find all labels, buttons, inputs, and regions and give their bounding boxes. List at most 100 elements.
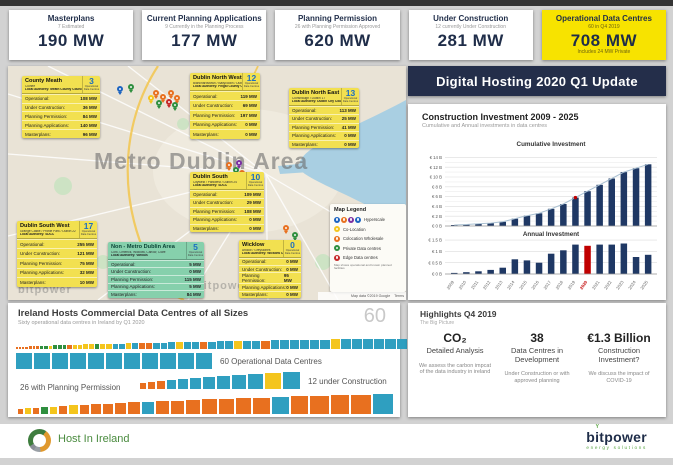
host-in-ireland-label: Host In Ireland [58, 433, 130, 445]
region-stat-value: 84 MW [82, 113, 97, 119]
datacentre-square [199, 341, 208, 349]
datacentre-square [261, 340, 270, 349]
region-badge-count: 12 [246, 73, 257, 83]
region-stat-value: 115 MW [184, 276, 201, 282]
region-locations: Arklow / Greystones [242, 248, 271, 252]
highlights-subtitle: The Big Picture [420, 320, 455, 326]
region-stat-value: 36 MW [82, 104, 97, 110]
region-stat-label: Planning Applications: [292, 133, 337, 139]
chart-subtitle: Cumulative and Annual investments in dat… [422, 123, 548, 129]
svg-text:€ 0 B: € 0 B [432, 224, 442, 229]
datacentre-square [265, 373, 281, 389]
region-stat-label: Planning Permission: [242, 273, 266, 284]
region-badge: 5 Operational Data Centres [186, 242, 204, 259]
bitpower-tagline: energy solutions [586, 445, 647, 450]
region-badge-caption: Operational Data Centres [243, 82, 260, 88]
bitpower-watermark: bitpower [18, 284, 72, 296]
stat-card-under-construction: Under Construction 12 currently Under Co… [408, 10, 533, 60]
datacentre-square [153, 342, 160, 349]
region-stat-label: Under Construction: [193, 103, 234, 109]
region-locations: Grange Castle / Profile Park / Dublin 22 [20, 229, 76, 233]
sizes-panel: Ireland Hosts Commercial Data Centres of… [8, 303, 480, 417]
region-locations: Cork, Limerick, Wicklow, Carlow, Clare [111, 250, 166, 254]
highlight-development: 38 Data Centres in Development Under Con… [496, 331, 578, 384]
map-pin [292, 232, 298, 238]
datacentre-square [160, 353, 176, 369]
datacentre-square [248, 374, 263, 389]
datacentre-square [53, 345, 57, 349]
region-stat-label: Planning Permission: [292, 124, 335, 130]
stat-value: 177 MW [171, 31, 238, 50]
datacentre-square [396, 338, 408, 349]
region-stat-label: Planning Applications: [111, 284, 156, 290]
legend-pin-icon [334, 245, 340, 251]
svg-text:2019: 2019 [567, 279, 577, 290]
map-pin [156, 100, 162, 106]
datacentre-square [178, 353, 194, 369]
svg-text:2018: 2018 [555, 279, 565, 290]
svg-text:€ 0.5 B: € 0.5 B [428, 260, 442, 265]
legend-pin-group [334, 226, 340, 232]
region-stat-label: Planning Applications: [193, 217, 238, 223]
region-badge: 3 Operational Data Centres [82, 76, 100, 93]
region-stat-label: Planning Permission: [20, 260, 63, 266]
region-header: Dublin South Citywest / Parkwest / Dublin… [190, 172, 264, 190]
svg-text:€ 0 B: € 0 B [432, 272, 442, 277]
datacentre-square [201, 399, 217, 414]
datacentre-square [57, 345, 62, 349]
map-legend-items: Hyperscale Co-Location Colocation Wholesal… [334, 216, 402, 261]
chart-title: Construction Investment 2009 - 2025 [422, 112, 579, 122]
region-stat-row: Planning Permission: 84 MW [22, 111, 100, 120]
region-stat-value: 84 MW [186, 292, 201, 298]
region-name: County Meath [25, 78, 62, 84]
region-header: Dublin North West Blanchardstown / Ballyc… [190, 73, 260, 91]
region-authority: Local Authority: Dublin City Council [292, 100, 341, 104]
region-stat-label: Masterplans: [111, 292, 137, 298]
region-badge-caption: Operational Data Centres [284, 249, 301, 255]
stat-card-operational: Operational Data Centres 60 in Q4 2019 7… [541, 10, 667, 60]
region-stat-value: 25 MW [341, 116, 356, 122]
region-badge-caption: Operational Data Centres [247, 181, 264, 187]
region-stat-value: 0 MW [245, 122, 257, 128]
map-area-label: Metro Dublin Area [94, 148, 309, 174]
stat-card-masterplans: Masterplans 7 Estimated 190 MW [9, 10, 134, 60]
region-stat-value: 255 MW [77, 241, 94, 247]
datacentre-square [271, 397, 289, 414]
datacentre-square [124, 353, 140, 369]
datacentre-square [385, 338, 396, 349]
region-name: Dublin North East [292, 90, 340, 96]
svg-text:€ 1 B: € 1 B [432, 249, 442, 254]
datacentre-square [362, 338, 373, 349]
highlights-columns: CO₂ Detailed Analysis We assess the carb… [414, 331, 660, 384]
region-stat-value: 0 MW [286, 285, 298, 290]
datacentre-square [185, 400, 200, 414]
datacentre-square [18, 409, 23, 414]
region-stat-row: Under Construction: 121 MW [17, 248, 97, 258]
datacentre-square [217, 376, 230, 389]
datacentre-square [25, 346, 28, 349]
legend-pin-group [334, 216, 361, 223]
stat-footnote: Includes 24 MW Private [577, 49, 631, 55]
datacentre-square [88, 344, 94, 349]
region-stat-label: Masterplans: [242, 292, 268, 298]
region-stat-label: Planning Permission: [193, 208, 236, 214]
region-badge-caption: Operational Data Centres [342, 97, 359, 103]
stat-title: Masterplans [47, 14, 95, 23]
region-name: Non - Metro Dublin Area [111, 244, 175, 250]
region-stat-row: Planning Permission: 95 MW [239, 272, 301, 283]
highlight-value: €1.3 Billion [587, 331, 651, 345]
region-badge-count: 3 [89, 76, 94, 86]
datacentre-square [253, 397, 270, 414]
report-title-bar: Digital Hosting 2020 Q1 Update [408, 66, 666, 96]
datacentre-square [373, 338, 385, 349]
datacentre-square [290, 340, 300, 349]
datacentre-square [168, 342, 175, 349]
datacentre-square [68, 405, 78, 414]
datacentre-square [32, 346, 36, 349]
legend-pin-icon [341, 216, 347, 223]
region-stat-row: Operational: 113 MW [289, 105, 359, 114]
region-stat-row: Under Construction: 0 MW [108, 267, 204, 275]
region-stat-value: 0 MW [286, 266, 298, 272]
map-terms-link[interactable]: Terms [394, 294, 404, 298]
